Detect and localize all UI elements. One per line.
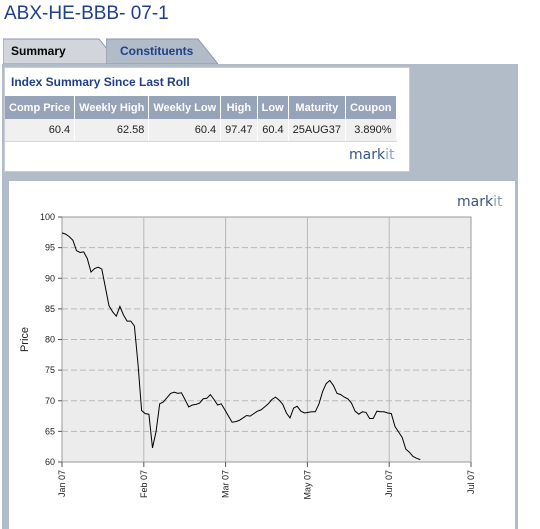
cell-weekly-low: 60.4 [148,119,222,142]
cell-weekly-high: 62.58 [74,119,150,142]
cell-coupon: 3.890% [345,119,397,142]
summary-header-row: Comp Price Weekly High Weekly Low High L… [5,96,397,119]
summary-title: Index Summary Since Last Roll [11,75,190,89]
tab-summary[interactable]: Summary [3,38,119,65]
price-chart: 60 65 70 75 80 85 90 95 100 Jan 07 Feb 07 Mar 07 May… [19,212,476,500]
cell-comp-price: 60.4 [5,119,76,142]
x-tick-label: Jun 07 [384,470,394,497]
x-tick-label: May 07 [302,470,312,500]
y-tick-label: 70 [45,396,55,406]
tab-constituents[interactable]: Constituents [106,38,218,65]
logo-text-main: mark [349,147,386,163]
x-tick-label: Jul 07 [466,470,476,494]
header-weekly-high: Weekly High [74,96,150,119]
tab-summary-label: Summary [11,44,66,58]
y-tick-label: 65 [45,426,55,436]
tab-constituents-label: Constituents [120,44,194,58]
x-tick-label: Mar 07 [221,470,231,498]
markit-logo: markit [349,147,394,163]
y-tick-label: 85 [45,304,55,314]
cell-maturity: 25AUG37 [288,119,346,142]
summary-data-row: 60.4 62.58 60.4 97.47 60.4 25AUG37 3.890… [5,119,397,142]
summary-table: Comp Price Weekly High Weekly Low High L… [5,96,397,142]
y-tick-label: 60 [45,457,55,467]
x-tick-label: Feb 07 [139,470,149,498]
logo-text-accent: it [385,147,395,163]
y-axis-label: Price [19,327,31,352]
x-tick-label: Jan 07 [57,470,67,497]
chart-container: markit 60 65 70 75 80 85 90 95 100 Jan 07 Feb 07 Ma… [9,181,515,529]
cell-low: 60.4 [257,119,289,142]
header-low: Low [257,96,289,119]
header-comp-price: Comp Price [5,96,76,119]
y-tick-label: 100 [40,212,55,222]
header-maturity: Maturity [288,96,346,119]
chart-logo-text-main: mark [457,194,494,210]
y-tick-label: 75 [45,365,55,375]
cell-high: 97.47 [220,119,258,142]
chart-logo-text-accent: it [493,194,503,210]
header-coupon: Coupon [345,96,397,119]
chart-markit-logo: markit [457,194,502,210]
y-tick-label: 90 [45,273,55,283]
index-summary-box: Index Summary Since Last Roll Comp Price… [4,67,410,172]
header-high: High [220,96,258,119]
header-weekly-low: Weekly Low [148,96,222,119]
page-title: ABX-HE-BBB- 07-1 [4,3,169,24]
y-tick-label: 95 [45,243,55,253]
price-series-line [61,232,421,461]
y-tick-label: 80 [45,335,55,345]
